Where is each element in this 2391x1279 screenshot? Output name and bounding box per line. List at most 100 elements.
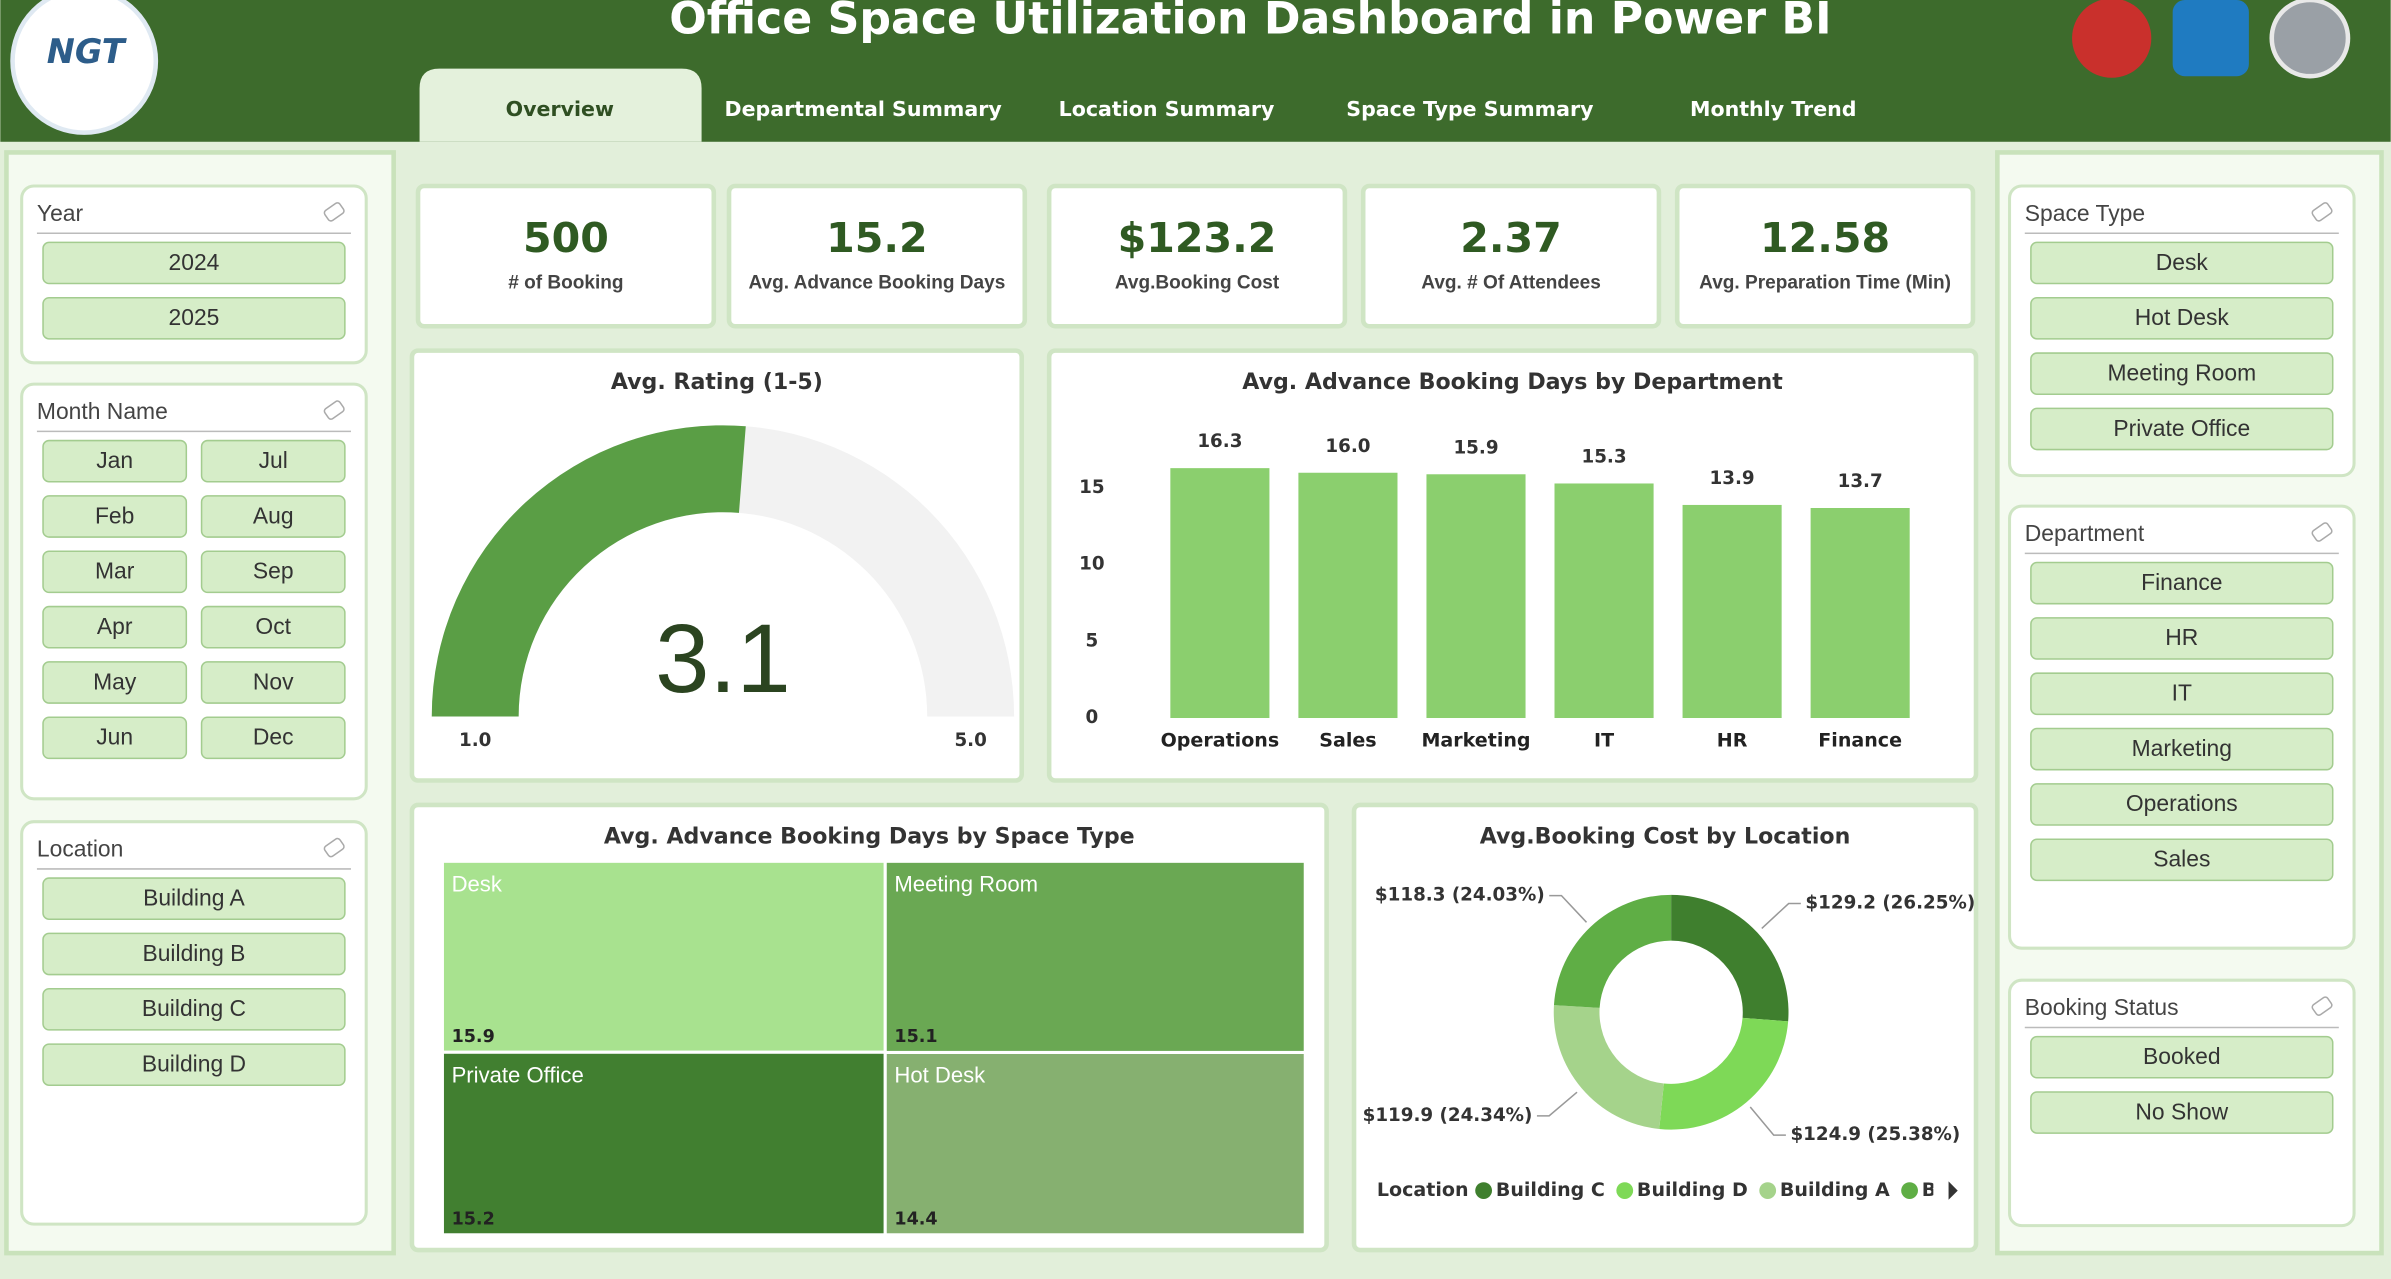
slicer-item[interactable]: Building A — [143, 884, 245, 910]
slicer-item[interactable]: May — [93, 668, 137, 694]
slicer-item[interactable]: Jun — [96, 724, 133, 750]
slicer-button[interactable] — [2030, 352, 2334, 395]
slice-label: $124.9 (25.38%) — [1790, 1124, 1960, 1145]
y-tick-label: 10 — [1079, 554, 1104, 575]
slicer-button[interactable] — [42, 550, 188, 594]
slicer-button[interactable] — [42, 661, 188, 704]
slicer-button[interactable] — [2030, 838, 2334, 882]
legend-next-arrow[interactable] — [1948, 1181, 1958, 1200]
kpi-label: Avg. Advance Booking Days — [748, 273, 1005, 294]
slicer-button[interactable] — [42, 605, 188, 649]
legend-label: Building D — [1637, 1179, 1748, 1201]
gauge-range-label: 1.0 — [459, 730, 491, 751]
slicer-button[interactable] — [42, 1043, 346, 1087]
slicer-item[interactable]: Dec — [253, 724, 294, 750]
slicer-item[interactable]: 2024 — [169, 249, 220, 275]
logo-text: NGT — [47, 32, 128, 71]
slicer-button[interactable] — [2030, 1035, 2334, 1079]
clear-filter-icon[interactable] — [323, 837, 345, 858]
tile-value: 15.1 — [894, 1027, 937, 1047]
slicer-button[interactable] — [2030, 617, 2334, 660]
slicer-button[interactable] — [200, 495, 346, 538]
bar — [1426, 474, 1526, 719]
slicer-button[interactable] — [42, 439, 188, 483]
bar — [1298, 472, 1398, 719]
slicer-item[interactable]: Hot Desk — [2135, 304, 2230, 330]
slicer-item[interactable]: Aug — [253, 502, 294, 528]
slicer-item[interactable]: Sales — [2153, 846, 2210, 872]
slicer-button[interactable] — [42, 241, 346, 285]
slicer-item[interactable]: Meeting Room — [2107, 359, 2256, 385]
slicer-button[interactable] — [200, 439, 346, 483]
website-icon[interactable] — [2269, 0, 2351, 79]
slicer-item[interactable]: Building D — [142, 1050, 246, 1076]
slicer-button[interactable] — [2030, 561, 2334, 605]
slicer-item[interactable]: Apr — [97, 613, 133, 639]
bar-value-label: 15.3 — [1581, 447, 1626, 468]
slicer-item[interactable]: Building B — [142, 940, 245, 966]
clear-filter-icon[interactable] — [323, 400, 345, 420]
kpi-card — [1046, 183, 1348, 329]
slicer-item[interactable]: Operations — [2126, 790, 2238, 816]
slicer-button[interactable] — [2030, 727, 2334, 771]
linkedin-icon[interactable] — [2172, 0, 2249, 77]
slicer-item[interactable]: Building C — [142, 995, 246, 1021]
kpi-card — [415, 183, 717, 329]
slicer-item[interactable]: Nov — [253, 668, 294, 694]
slicer-item[interactable]: Finance — [2141, 569, 2222, 595]
slicer-button[interactable] — [42, 716, 188, 760]
kpi-label: Avg. Preparation Time (Min) — [1699, 273, 1951, 294]
slicer-item[interactable]: Private Office — [2113, 415, 2250, 441]
legend-swatch — [1901, 1182, 1918, 1199]
slicer-item[interactable]: Marketing — [2132, 735, 2232, 761]
slicer-title: Space Type — [2025, 200, 2145, 226]
slicer-button[interactable] — [42, 932, 346, 976]
slicer-button[interactable] — [2030, 1091, 2334, 1134]
kpi-card — [1674, 183, 1976, 329]
legend-title: Location — [1377, 1179, 1469, 1201]
slicer-button[interactable] — [2030, 783, 2334, 826]
clear-filter-icon[interactable] — [323, 202, 345, 222]
slicer-item[interactable]: IT — [2172, 680, 2192, 706]
slicer-button[interactable] — [42, 877, 346, 920]
slicer-button[interactable] — [200, 661, 346, 704]
slicer-button[interactable] — [200, 716, 346, 760]
slicer-item[interactable]: 2025 — [169, 304, 220, 330]
leader-line — [1749, 1106, 1786, 1136]
slicer-button[interactable] — [2030, 672, 2334, 716]
slicer-button[interactable] — [200, 550, 346, 594]
legend-swatch — [1759, 1182, 1777, 1199]
clear-filter-icon[interactable] — [2311, 996, 2333, 1016]
slicer-item[interactable]: Feb — [95, 502, 134, 528]
slicer-button[interactable] — [42, 495, 188, 538]
slicer-item[interactable]: Booked — [2143, 1043, 2221, 1069]
slicer-button[interactable] — [200, 605, 346, 649]
donut-slice — [1553, 1005, 1664, 1130]
tile-value: 15.9 — [452, 1027, 495, 1047]
clear-filter-icon[interactable] — [2311, 202, 2333, 222]
chart-title: Avg. Advance Booking Days by Space Type — [604, 823, 1135, 849]
slicer-item[interactable]: Jul — [259, 447, 288, 473]
kpi-label: Avg.Booking Cost — [1115, 273, 1280, 294]
nav-tab[interactable]: Departmental Summary — [725, 97, 1003, 121]
nav-tab[interactable]: Space Type Summary — [1346, 97, 1594, 121]
slicer-item[interactable]: Sep — [253, 558, 294, 584]
slicer-button[interactable] — [2030, 296, 2334, 340]
slicer-item[interactable]: Mar — [95, 558, 135, 584]
slicer-button[interactable] — [42, 296, 346, 340]
slicer-button[interactable] — [2030, 241, 2334, 285]
nav-tab[interactable]: Location Summary — [1059, 97, 1275, 121]
nav-tab[interactable]: Overview — [506, 97, 614, 121]
slicer-item[interactable]: Desk — [2156, 249, 2209, 275]
slicer-item[interactable]: Jan — [96, 447, 133, 473]
youtube-icon[interactable] — [2072, 0, 2152, 78]
slicer-item[interactable]: No Show — [2135, 1098, 2228, 1124]
slicer-item[interactable]: HR — [2165, 624, 2198, 650]
slicer-button[interactable] — [2030, 407, 2334, 451]
nav-tab[interactable]: Monthly Trend — [1690, 97, 1857, 121]
chart-card — [409, 348, 1025, 783]
clear-filter-icon[interactable] — [2311, 522, 2333, 542]
slicer-button[interactable] — [42, 987, 346, 1031]
tile-value: 15.2 — [452, 1210, 495, 1230]
slicer-item[interactable]: Oct — [255, 613, 291, 639]
